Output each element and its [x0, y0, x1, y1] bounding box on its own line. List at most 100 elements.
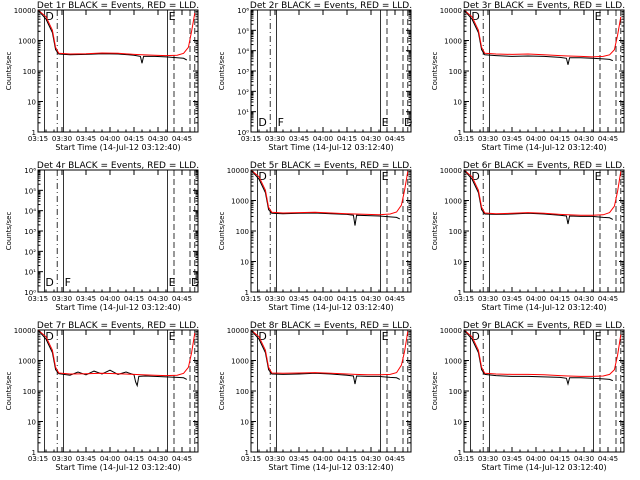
panel-det-9r: Det 9r BLACK = Events, RED = LLD.D E 1 10 10…: [431, 321, 625, 472]
panel-title: Det 3r BLACK = Events, RED = LLD.: [463, 1, 625, 11]
panel-title: Det 1r BLACK = Events, RED = LLD.: [37, 1, 199, 11]
series-lld: [464, 330, 622, 377]
panel-det-7r: Det 7r BLACK = Events, RED = LLD.D E 1 10 10…: [5, 321, 199, 472]
marker-label: E: [382, 116, 389, 129]
panel-det-6r: Det 6r BLACK = Events, RED = LLD.D E 1 10 10…: [431, 161, 625, 312]
x-tick-label: 03:30: [478, 295, 498, 303]
x-tick-label: 03:45: [502, 135, 522, 143]
x-tick-label: 03:30: [52, 135, 72, 143]
y-tick-label: 10: [27, 99, 36, 107]
y-tick-label: 10⁶: [24, 167, 36, 175]
y-tick-label: 10²: [24, 248, 36, 256]
x-tick-label: 04:15: [550, 135, 570, 143]
panel-title: Det 5r BLACK = Events, RED = LLD.: [250, 161, 412, 171]
x-tick-label: 04:45: [598, 135, 618, 143]
marker-label: E: [595, 10, 602, 23]
x-axis-label: Start Time (14-Jul-12 03:12:40): [55, 143, 180, 152]
panel-title: Det 2r BLACK = Events, RED = LLD.: [250, 1, 412, 11]
y-tick-label: 100: [236, 388, 249, 396]
y-tick-label: 1000: [444, 358, 462, 366]
y-tick-label: 100: [449, 68, 462, 76]
marker-label: E: [382, 330, 389, 343]
x-tick-label: 03:15: [241, 135, 261, 143]
x-tick-label: 03:30: [265, 455, 285, 463]
x-tick-label: 04:30: [574, 135, 594, 143]
y-tick-label: 10⁶: [237, 7, 249, 15]
x-tick-label: 04:45: [385, 135, 405, 143]
x-axis-label: Start Time (14-Jul-12 03:12:40): [268, 463, 393, 472]
x-tick-label: 04:00: [313, 295, 333, 303]
y-axis-label: Counts/sec: [431, 372, 439, 411]
marker-label: E: [169, 330, 176, 343]
y-tick-label: 10000: [14, 327, 36, 335]
x-tick-label: 03:45: [502, 455, 522, 463]
x-tick-label: 04:30: [574, 455, 594, 463]
marker-label: E: [595, 330, 602, 343]
y-tick-label: 10: [453, 259, 462, 267]
y-tick-label: 10: [240, 419, 249, 427]
x-tick-label: 04:00: [526, 295, 546, 303]
x-tick-label: 04:30: [148, 135, 168, 143]
panel-title: Det 8r BLACK = Events, RED = LLD.: [250, 321, 412, 331]
series-events: [251, 170, 401, 226]
x-tick-label: 04:30: [361, 455, 381, 463]
y-tick-label: 1: [32, 129, 36, 137]
x-tick-label: 03:45: [289, 295, 309, 303]
y-tick-label: 10⁵: [237, 27, 249, 35]
x-tick-label: 03:15: [454, 455, 474, 463]
y-tick-label: 10: [27, 419, 36, 427]
y-tick-label: 1000: [231, 198, 249, 206]
marker-label: D: [258, 116, 266, 129]
y-tick-label: 10: [240, 259, 249, 267]
x-axis-label: Start Time (14-Jul-12 03:12:40): [268, 143, 393, 152]
y-tick-label: 10: [453, 419, 462, 427]
x-tick-label: 04:15: [337, 295, 357, 303]
x-tick-label: 03:45: [76, 135, 96, 143]
y-tick-label: 1: [245, 289, 249, 297]
marker-label: F: [65, 276, 71, 289]
y-axis-label: Counts/sec: [5, 212, 13, 251]
x-tick-label: 04:15: [550, 295, 570, 303]
x-tick-label: 03:30: [265, 295, 285, 303]
y-tick-label: 10⁵: [24, 187, 36, 195]
y-tick-label: 10³: [24, 228, 36, 236]
marker-label: D: [45, 10, 53, 23]
y-tick-label: 10⁴: [24, 208, 36, 216]
x-axis-label: Start Time (14-Jul-12 03:12:40): [268, 303, 393, 312]
y-tick-label: 10000: [440, 327, 462, 335]
series-events: [251, 330, 401, 385]
panel-title: Det 4r BLACK = Events, RED = LLD.: [37, 161, 199, 171]
marker-label: D: [191, 276, 199, 289]
y-tick-label: 100: [449, 388, 462, 396]
y-tick-label: 10¹: [237, 109, 249, 117]
x-tick-label: 04:45: [172, 455, 192, 463]
x-tick-label: 04:00: [100, 295, 120, 303]
series-lld: [251, 330, 409, 376]
y-axis-label: Counts/sec: [218, 212, 226, 251]
x-axis-label: Start Time (14-Jul-12 03:12:40): [481, 303, 606, 312]
x-tick-label: 03:45: [289, 455, 309, 463]
marker-label: E: [169, 276, 176, 289]
x-tick-label: 04:45: [172, 135, 192, 143]
x-tick-label: 04:45: [385, 455, 405, 463]
marker-label: D: [45, 276, 53, 289]
series-lld: [464, 170, 622, 216]
x-tick-label: 03:30: [52, 455, 72, 463]
y-tick-label: 10²: [237, 88, 249, 96]
x-tick-label: 03:45: [289, 135, 309, 143]
y-axis-label: Counts/sec: [431, 212, 439, 251]
y-tick-label: 1000: [444, 38, 462, 46]
x-tick-label: 03:15: [28, 135, 48, 143]
y-tick-label: 10000: [440, 167, 462, 175]
y-tick-label: 1000: [444, 198, 462, 206]
x-tick-label: 04:45: [385, 295, 405, 303]
x-tick-label: 03:30: [478, 135, 498, 143]
y-tick-label: 1: [245, 449, 249, 457]
y-tick-label: 1: [458, 289, 462, 297]
panel-det-3r: Det 3r BLACK = Events, RED = LLD.D E 1 10 10…: [431, 1, 625, 152]
y-tick-label: 10000: [440, 7, 462, 15]
y-axis-label: Counts/sec: [5, 52, 13, 91]
x-axis-label: Start Time (14-Jul-12 03:12:40): [481, 143, 606, 152]
x-tick-label: 04:00: [526, 455, 546, 463]
